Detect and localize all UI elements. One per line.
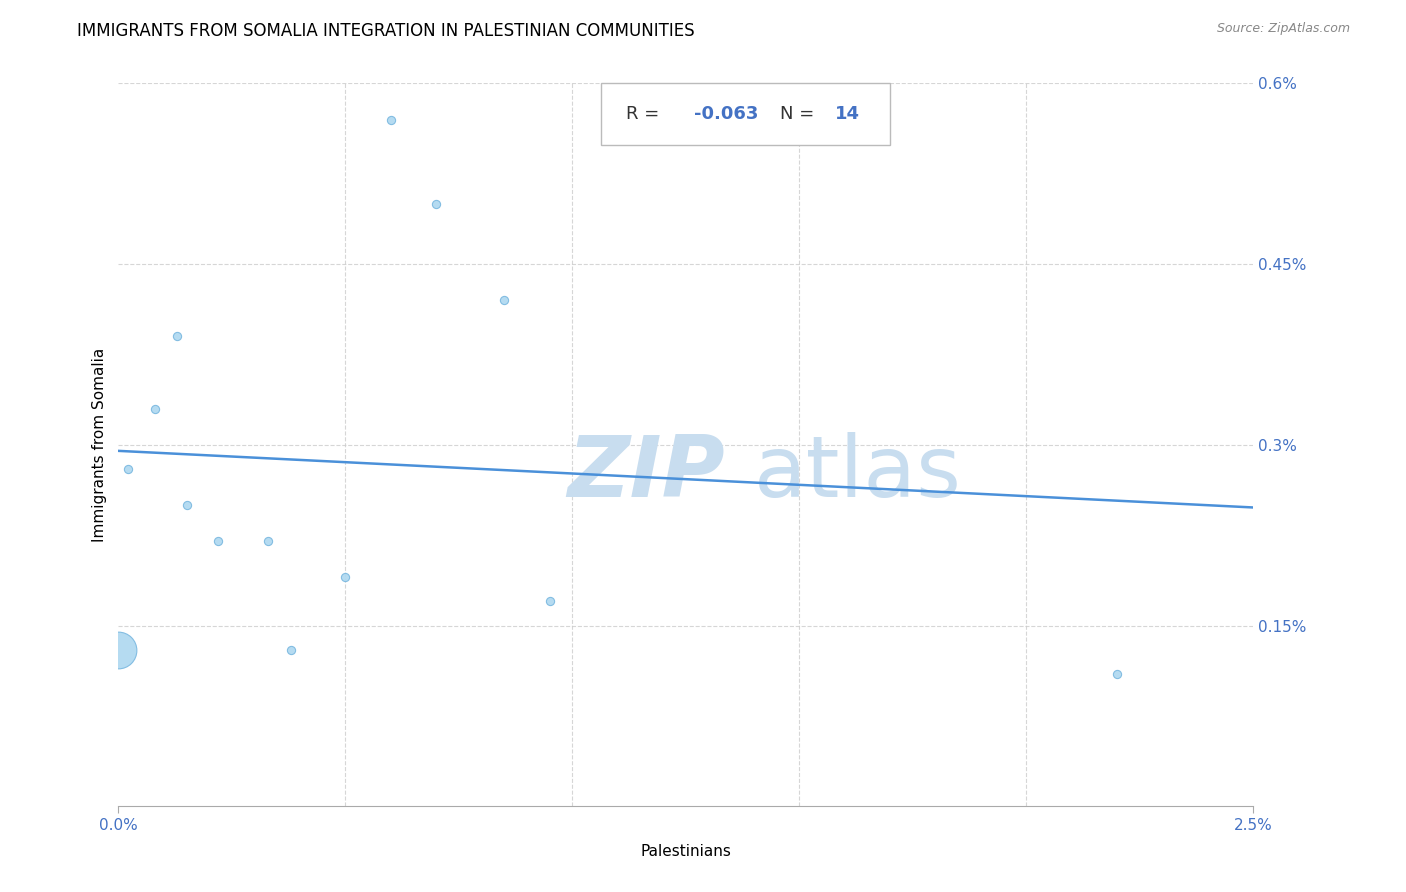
Point bbox=[166, 329, 188, 343]
Text: atlas: atlas bbox=[754, 433, 962, 516]
Text: R =: R = bbox=[626, 105, 665, 123]
FancyBboxPatch shape bbox=[600, 84, 890, 145]
Point bbox=[380, 112, 402, 127]
Point bbox=[1107, 666, 1129, 681]
Text: 14: 14 bbox=[835, 105, 859, 123]
Text: ZIP: ZIP bbox=[567, 433, 724, 516]
Text: -0.063: -0.063 bbox=[695, 105, 758, 123]
Point bbox=[117, 462, 139, 476]
Text: N =: N = bbox=[780, 105, 820, 123]
Text: Source: ZipAtlas.com: Source: ZipAtlas.com bbox=[1216, 22, 1350, 36]
Point bbox=[280, 642, 302, 657]
Point bbox=[143, 401, 166, 416]
Point bbox=[257, 534, 280, 549]
Point bbox=[538, 594, 561, 608]
Point bbox=[335, 570, 357, 584]
Text: IMMIGRANTS FROM SOMALIA INTEGRATION IN PALESTINIAN COMMUNITIES: IMMIGRANTS FROM SOMALIA INTEGRATION IN P… bbox=[77, 22, 695, 40]
Point bbox=[425, 197, 447, 211]
Point bbox=[176, 498, 198, 512]
Point bbox=[107, 642, 129, 657]
X-axis label: Palestinians: Palestinians bbox=[641, 844, 731, 859]
Point bbox=[494, 293, 516, 308]
Point bbox=[207, 534, 229, 549]
Y-axis label: Immigrants from Somalia: Immigrants from Somalia bbox=[93, 348, 107, 542]
